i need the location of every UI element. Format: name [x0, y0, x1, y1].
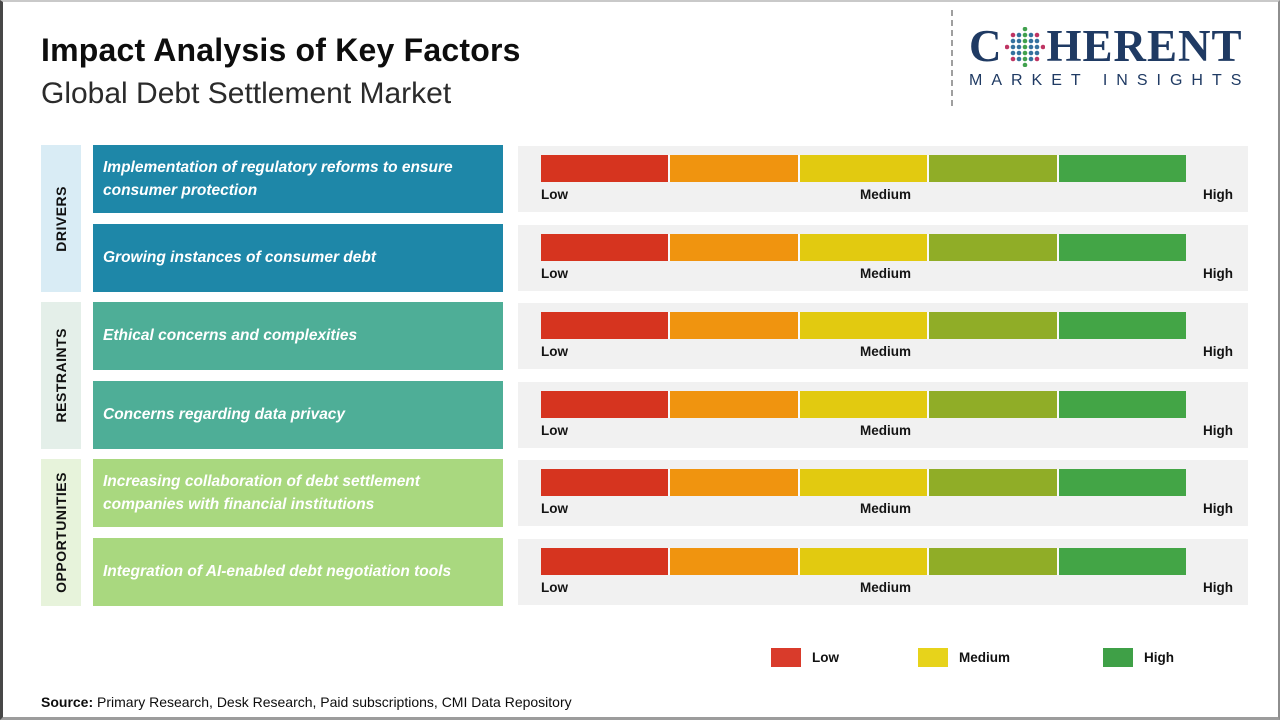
scale-segment — [929, 548, 1059, 575]
category-label: DRIVERS — [53, 185, 69, 252]
impact-scale-panel: Low Medium High — [518, 382, 1248, 448]
scale-segment — [541, 548, 671, 575]
scale-tick-medium: Medium — [859, 423, 911, 438]
scale-segment — [799, 391, 930, 418]
legend-label: Low — [812, 650, 839, 665]
brand-letter-c: C — [969, 21, 1003, 71]
source-text: Primary Research, Desk Research, Paid su… — [93, 694, 572, 710]
legend-swatch-high — [1103, 648, 1133, 667]
factor-box: Increasing collaboration of debt settlem… — [93, 459, 503, 527]
scale-tick-high: High — [1202, 266, 1233, 281]
section-restraints: RESTRAINTS Ethical concerns and complexi… — [41, 302, 503, 449]
legend-label: High — [1144, 650, 1174, 665]
scale-segment — [929, 155, 1059, 182]
scale-segment — [1058, 548, 1187, 575]
scale-tick-medium: Medium — [859, 344, 911, 359]
category-label: RESTRAINTS — [53, 328, 69, 423]
scale-segment — [541, 312, 671, 339]
scale-segment — [799, 234, 930, 261]
scale-tick-low: Low — [541, 344, 568, 359]
scale-tick-medium: Medium — [859, 187, 911, 202]
scale-tick-low: Low — [541, 501, 568, 516]
impact-scale-bar — [541, 548, 1187, 575]
scale-segment — [670, 548, 800, 575]
brand-tagline: MARKET INSIGHTS — [969, 72, 1251, 89]
page-title: Impact Analysis of Key Factors — [41, 32, 521, 68]
legend-swatch-medium — [918, 648, 948, 667]
scale-segment — [929, 234, 1059, 261]
scale-segment — [1058, 234, 1187, 261]
section-drivers: DRIVERS Implementation of regulatory ref… — [41, 145, 503, 292]
scale-segment — [670, 312, 800, 339]
scale-tick-low: Low — [541, 187, 568, 202]
scale-segment — [541, 391, 671, 418]
impact-scale-panel: Low Medium High — [518, 303, 1248, 369]
scale-segment — [929, 391, 1059, 418]
scale-segment — [1058, 469, 1187, 496]
scale-tick-high: High — [1202, 501, 1233, 516]
impact-scale-bar — [541, 391, 1187, 418]
impact-scale-bar — [541, 312, 1187, 339]
scale-tick-low: Low — [541, 266, 568, 281]
scale-segment — [541, 155, 671, 182]
source-prefix: Source: — [41, 694, 94, 710]
factor-box: Ethical concerns and complexities — [93, 302, 503, 370]
page-subtitle: Global Debt Settlement Market — [41, 77, 452, 110]
scale-segment — [929, 469, 1059, 496]
scale-tick-medium: Medium — [859, 580, 911, 595]
scale-segment — [1058, 391, 1187, 418]
source-line: Source: Primary Research, Desk Research,… — [41, 694, 572, 710]
section-opportunities: OPPORTUNITIES Increasing collaboration o… — [41, 459, 503, 606]
header: Impact Analysis of Key Factors Global De… — [41, 32, 521, 111]
scale-segment — [670, 469, 800, 496]
impact-scale-panel: Low Medium High — [518, 225, 1248, 291]
brand-logo: C HERENT MARKET INSIGHTS — [951, 10, 1250, 106]
legend-swatch-low — [771, 648, 801, 667]
scale-tick-low: Low — [541, 580, 568, 595]
category-label: OPPORTUNITIES — [53, 472, 69, 593]
brand-name: C HERENT — [969, 24, 1250, 69]
brand-letters-rest: HERENT — [1046, 21, 1243, 71]
scale-segment — [1058, 312, 1187, 339]
scale-tick-low: Low — [541, 423, 568, 438]
factor-box: Growing instances of consumer debt — [93, 224, 503, 292]
category-strip-drivers: DRIVERS — [41, 145, 81, 292]
scale-segment — [670, 391, 800, 418]
legend-item-low: Low — [771, 648, 839, 667]
scale-segment — [799, 469, 930, 496]
factor-box: Integration of AI-enabled debt negotiati… — [93, 538, 503, 606]
scale-segment — [799, 155, 930, 182]
scale-tick-medium: Medium — [859, 266, 911, 281]
scale-tick-high: High — [1202, 344, 1233, 359]
scale-tick-high: High — [1202, 187, 1233, 202]
impact-scale-panel: Low Medium High — [518, 460, 1248, 526]
scale-tick-high: High — [1202, 580, 1233, 595]
globe-icon — [1004, 26, 1045, 67]
impact-scale-panel: Low Medium High — [518, 539, 1248, 605]
impact-scale-bar — [541, 469, 1187, 496]
legend-item-high: High — [1103, 648, 1174, 667]
scale-segment — [799, 548, 930, 575]
legend-label: Medium — [959, 650, 1011, 665]
scale-tick-medium: Medium — [859, 501, 911, 516]
scale-segment — [670, 234, 800, 261]
category-strip-restraints: RESTRAINTS — [41, 302, 81, 449]
scale-segment — [799, 312, 930, 339]
scale-segment — [1058, 155, 1187, 182]
impact-scale-bar — [541, 234, 1187, 261]
factor-box: Implementation of regulatory reforms to … — [93, 145, 503, 213]
scale-segment — [670, 155, 800, 182]
category-strip-opportunities: OPPORTUNITIES — [41, 459, 81, 606]
legend-item-medium: Medium — [918, 648, 1010, 667]
coherent-logo: C HERENT MARKET INSIGHTS — [969, 10, 1250, 90]
impact-scale-bar — [541, 155, 1187, 182]
scale-segment — [541, 469, 671, 496]
scale-tick-high: High — [1202, 423, 1233, 438]
impact-scale-panel: Low Medium High — [518, 146, 1248, 212]
scale-segment — [541, 234, 671, 261]
factor-box: Concerns regarding data privacy — [93, 381, 503, 449]
dashed-divider — [951, 10, 953, 106]
scale-segment — [929, 312, 1059, 339]
